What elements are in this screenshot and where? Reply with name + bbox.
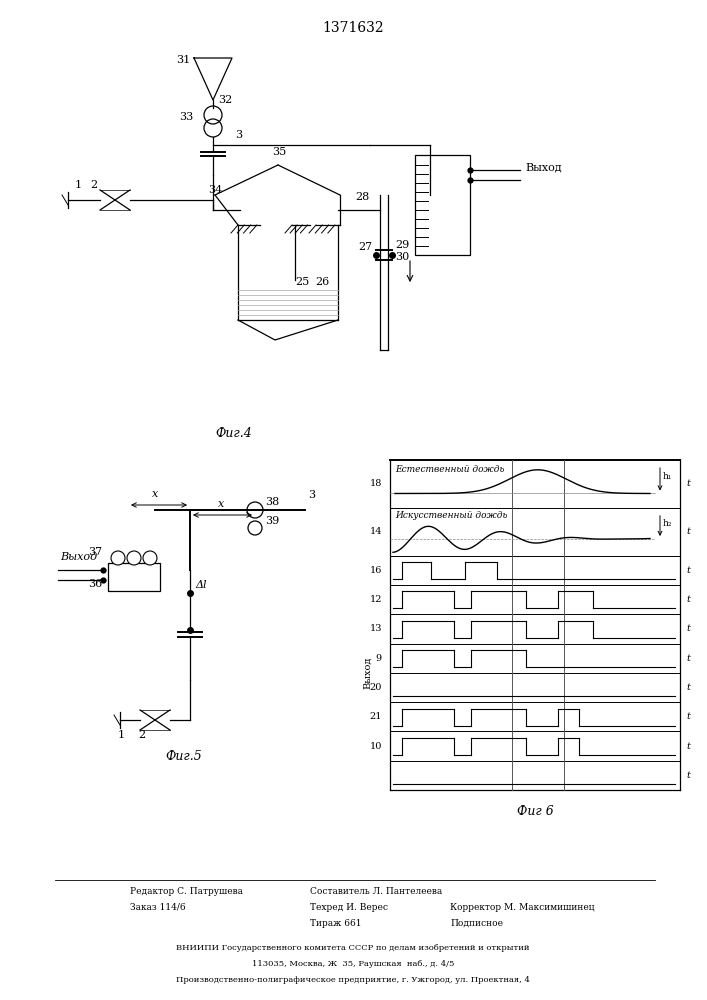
- Text: t: t: [686, 712, 690, 721]
- Text: Искусственный дождь: Искусственный дождь: [395, 511, 508, 520]
- Text: Заказ 114/6: Заказ 114/6: [130, 903, 186, 912]
- Text: Фиг 6: Фиг 6: [517, 805, 554, 818]
- Text: 113035, Москва, Ж  35, Раушская  наб., д. 4/5: 113035, Москва, Ж 35, Раушская наб., д. …: [252, 960, 454, 968]
- Text: 12: 12: [370, 595, 382, 604]
- Text: t: t: [686, 624, 690, 633]
- Text: 2: 2: [138, 730, 145, 740]
- Circle shape: [111, 551, 125, 565]
- Text: 16: 16: [370, 566, 382, 575]
- Text: 39: 39: [265, 516, 279, 526]
- Text: 21: 21: [370, 712, 382, 721]
- Text: Выход: Выход: [525, 162, 561, 172]
- Text: 13: 13: [370, 624, 382, 633]
- Text: 30: 30: [395, 252, 409, 262]
- Text: 28: 28: [355, 192, 369, 202]
- Text: ВНИИПИ Государственного комитета СССР по делам изобретений и открытий: ВНИИПИ Государственного комитета СССР по…: [176, 944, 530, 952]
- Text: 25: 25: [295, 277, 309, 287]
- Text: t: t: [686, 479, 690, 488]
- Text: 1: 1: [118, 730, 125, 740]
- Text: Производственно-полиграфическое предприятие, г. Ужгород, ул. Проектная, 4: Производственно-полиграфическое предприя…: [176, 976, 530, 984]
- Text: h₂: h₂: [663, 519, 672, 528]
- Text: 38: 38: [265, 497, 279, 507]
- Text: t: t: [686, 742, 690, 751]
- Text: t: t: [686, 566, 690, 575]
- Text: 20: 20: [370, 683, 382, 692]
- Text: 34: 34: [208, 185, 222, 195]
- Text: 1: 1: [75, 180, 82, 190]
- Bar: [108, 563, 160, 591]
- Text: 3: 3: [235, 130, 242, 140]
- Bar: [415, 155, 470, 255]
- Text: Естественный дождь: Естественный дождь: [395, 465, 504, 474]
- Text: Δl: Δl: [195, 580, 206, 590]
- Circle shape: [127, 551, 141, 565]
- Text: Выход: Выход: [60, 552, 97, 562]
- Circle shape: [143, 551, 157, 565]
- Text: 33: 33: [179, 112, 193, 122]
- Text: 27: 27: [358, 242, 372, 252]
- Text: 18: 18: [370, 479, 382, 488]
- Text: Подписное: Подписное: [450, 919, 503, 928]
- Text: h₁: h₁: [663, 472, 672, 481]
- Text: Фиг.5: Фиг.5: [165, 750, 201, 763]
- Text: x: x: [152, 489, 158, 499]
- Text: t: t: [686, 654, 690, 663]
- Text: 3: 3: [308, 490, 315, 500]
- Text: 35: 35: [272, 147, 286, 157]
- Text: Фиг.4: Фиг.4: [215, 427, 252, 440]
- Text: t: t: [686, 527, 690, 536]
- Text: x: x: [218, 499, 224, 509]
- Text: 32: 32: [218, 95, 233, 105]
- Text: Тираж 661: Тираж 661: [310, 919, 361, 928]
- Text: 31: 31: [176, 55, 190, 65]
- Text: t: t: [686, 595, 690, 604]
- Text: 9: 9: [376, 654, 382, 663]
- Text: 29: 29: [395, 240, 409, 250]
- Text: 10: 10: [370, 742, 382, 751]
- Text: t: t: [686, 771, 690, 780]
- Text: Составитель Л. Пантелеева: Составитель Л. Пантелеева: [310, 887, 443, 896]
- Text: Выход: Выход: [363, 657, 373, 689]
- Text: 2: 2: [90, 180, 97, 190]
- Text: Редактор С. Патрушева: Редактор С. Патрушева: [130, 887, 243, 896]
- Text: 36: 36: [88, 579, 102, 589]
- Text: t: t: [686, 683, 690, 692]
- Text: 26: 26: [315, 277, 329, 287]
- Text: Техред И. Верес: Техред И. Верес: [310, 903, 388, 912]
- Text: 37: 37: [88, 547, 102, 557]
- Text: 14: 14: [370, 527, 382, 536]
- Text: Корректор М. Максимишинец: Корректор М. Максимишинец: [450, 903, 595, 912]
- Text: 1371632: 1371632: [322, 21, 384, 35]
